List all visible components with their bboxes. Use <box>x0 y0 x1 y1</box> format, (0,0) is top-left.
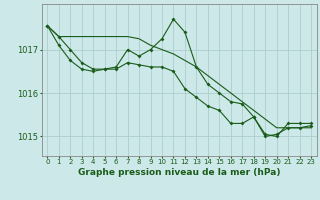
X-axis label: Graphe pression niveau de la mer (hPa): Graphe pression niveau de la mer (hPa) <box>78 168 280 177</box>
